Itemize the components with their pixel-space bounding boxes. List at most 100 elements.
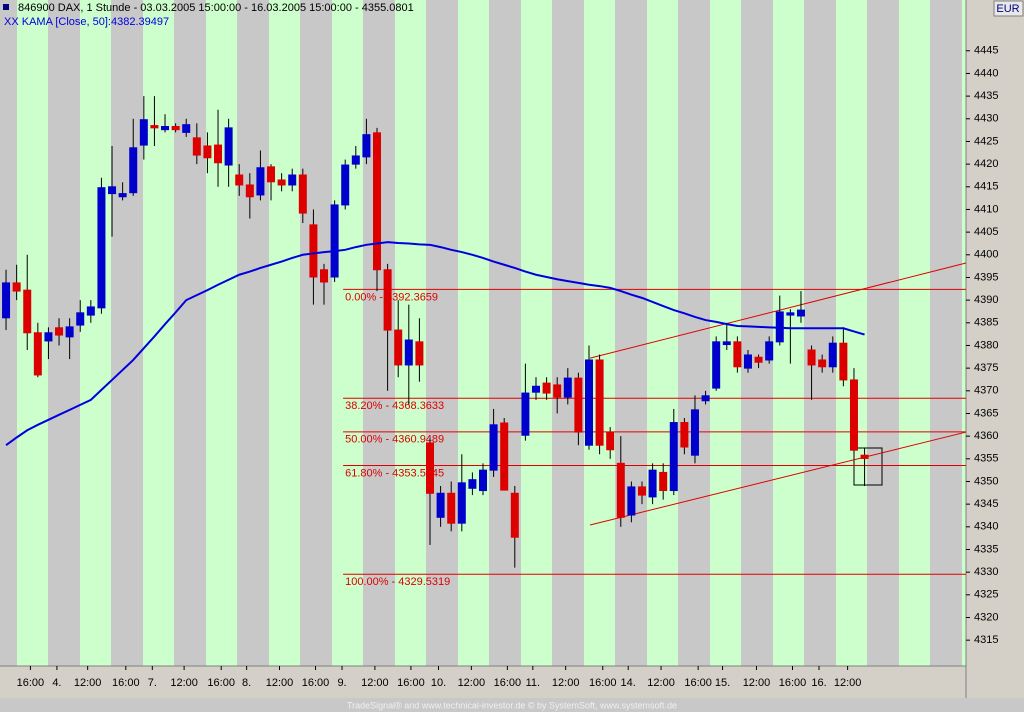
candle-body	[320, 269, 329, 283]
candle-body	[595, 359, 604, 446]
y-tick-label: 4410	[974, 203, 998, 215]
candle-body	[245, 184, 254, 198]
candle-body	[743, 354, 752, 369]
candle-body	[256, 167, 265, 196]
candle-body	[129, 147, 138, 194]
candle-body	[404, 339, 413, 366]
y-tick-label: 4385	[974, 317, 998, 329]
y-tick-label: 4325	[974, 589, 998, 601]
candle-body	[754, 356, 763, 363]
footer: TradeSignal® and www.technical-investor.…	[347, 700, 677, 710]
candle-body	[722, 341, 731, 346]
fib-label: 61.80% - 4353.5345	[345, 467, 444, 479]
candle-body	[584, 359, 593, 446]
x-tick-label: 12:00	[552, 677, 580, 689]
y-tick-label: 4390	[974, 294, 998, 306]
candle-body	[362, 134, 371, 158]
candle-body	[309, 224, 318, 278]
candle-body	[118, 193, 127, 198]
candle-body	[150, 125, 159, 129]
x-tick-label: 16:00	[302, 677, 330, 689]
candle-body	[860, 454, 869, 459]
candle-body	[277, 179, 286, 186]
x-tick-label: 16:00	[494, 677, 522, 689]
fib-label: 38.20% - 4368.3633	[345, 400, 444, 412]
candle-body	[436, 492, 445, 518]
candle-body	[426, 442, 435, 494]
candle-body	[765, 341, 774, 361]
candle-body	[648, 469, 657, 498]
y-tick-label: 4395	[974, 271, 998, 283]
candle-body	[701, 395, 710, 402]
x-tick-label: 14.	[621, 677, 636, 689]
candle-body	[807, 349, 816, 366]
stripe	[899, 0, 930, 666]
legend-entry: XX KAMA [Close, 50]:4382.39497	[4, 16, 169, 28]
y-tick-label: 4405	[974, 226, 998, 238]
x-tick-label: 16:00	[589, 677, 617, 689]
currency-box	[993, 0, 1024, 17]
y-tick-label: 4430	[974, 113, 998, 125]
candle-body	[489, 424, 498, 471]
x-tick-label: 12:00	[743, 677, 771, 689]
candle-body	[786, 312, 795, 316]
candle-body	[479, 469, 487, 492]
x-tick-label: 4.	[52, 677, 61, 689]
y-tick-label: 4440	[974, 67, 998, 79]
stripe	[962, 0, 966, 666]
y-tick-label: 4375	[974, 362, 998, 374]
title-icon	[3, 4, 9, 10]
candle-body	[86, 306, 95, 316]
stripe	[458, 0, 489, 666]
candle-body	[383, 269, 392, 331]
candle-body	[849, 379, 858, 451]
candle-body	[394, 329, 403, 366]
x-tick-label: 15.	[715, 677, 730, 689]
fib-label: 50.00% - 4360.9489	[345, 434, 444, 446]
highlight-box	[853, 447, 883, 486]
x-tick-label: 12:00	[361, 677, 389, 689]
candle-body	[224, 127, 233, 166]
stripe	[332, 0, 363, 666]
stripe	[647, 0, 678, 666]
candle-body	[616, 462, 625, 518]
x-tick-label: 10.	[431, 677, 446, 689]
y-tick-label: 4330	[974, 566, 998, 578]
candle-body	[55, 327, 64, 336]
y-tick-label: 4350	[974, 475, 998, 487]
candle-body	[203, 145, 212, 159]
y-tick-label: 4415	[974, 181, 998, 193]
fib-label: 100.00% - 4329.5319	[345, 576, 450, 588]
stripe	[521, 0, 552, 666]
candle-body	[192, 137, 201, 156]
candle-body	[330, 204, 339, 278]
y-tick-label: 4340	[974, 521, 998, 533]
candle-body	[500, 422, 509, 491]
candle-body	[23, 289, 32, 334]
candle-body	[669, 422, 678, 492]
candle-body	[447, 492, 456, 524]
y-axis-panel	[966, 0, 1024, 698]
y-tick-label: 4320	[974, 611, 998, 623]
candle-body	[659, 471, 668, 492]
y-tick-label: 4370	[974, 385, 998, 397]
x-tick-label: 16:00	[684, 677, 712, 689]
x-tick-label: 11.	[526, 677, 540, 689]
stripe	[17, 0, 48, 666]
candle-body	[12, 282, 21, 292]
y-tick-label: 4345	[974, 498, 998, 510]
stripe	[80, 0, 111, 666]
x-tick-label: 8.	[242, 677, 251, 689]
y-tick-label: 4420	[974, 158, 998, 170]
candle-body	[637, 486, 646, 496]
x-tick-label: 16.	[811, 677, 826, 689]
candle-body	[542, 382, 551, 394]
candle-body	[627, 486, 636, 516]
candle-body	[182, 124, 191, 133]
candle-body	[65, 326, 74, 338]
candle-body	[574, 377, 583, 433]
stripes	[17, 0, 966, 666]
chart-title: 846900 DAX, 1 Stunde - 03.03.2005 15:00:…	[18, 2, 414, 14]
x-tick-label: 12:00	[266, 677, 294, 689]
stripe	[584, 0, 615, 666]
